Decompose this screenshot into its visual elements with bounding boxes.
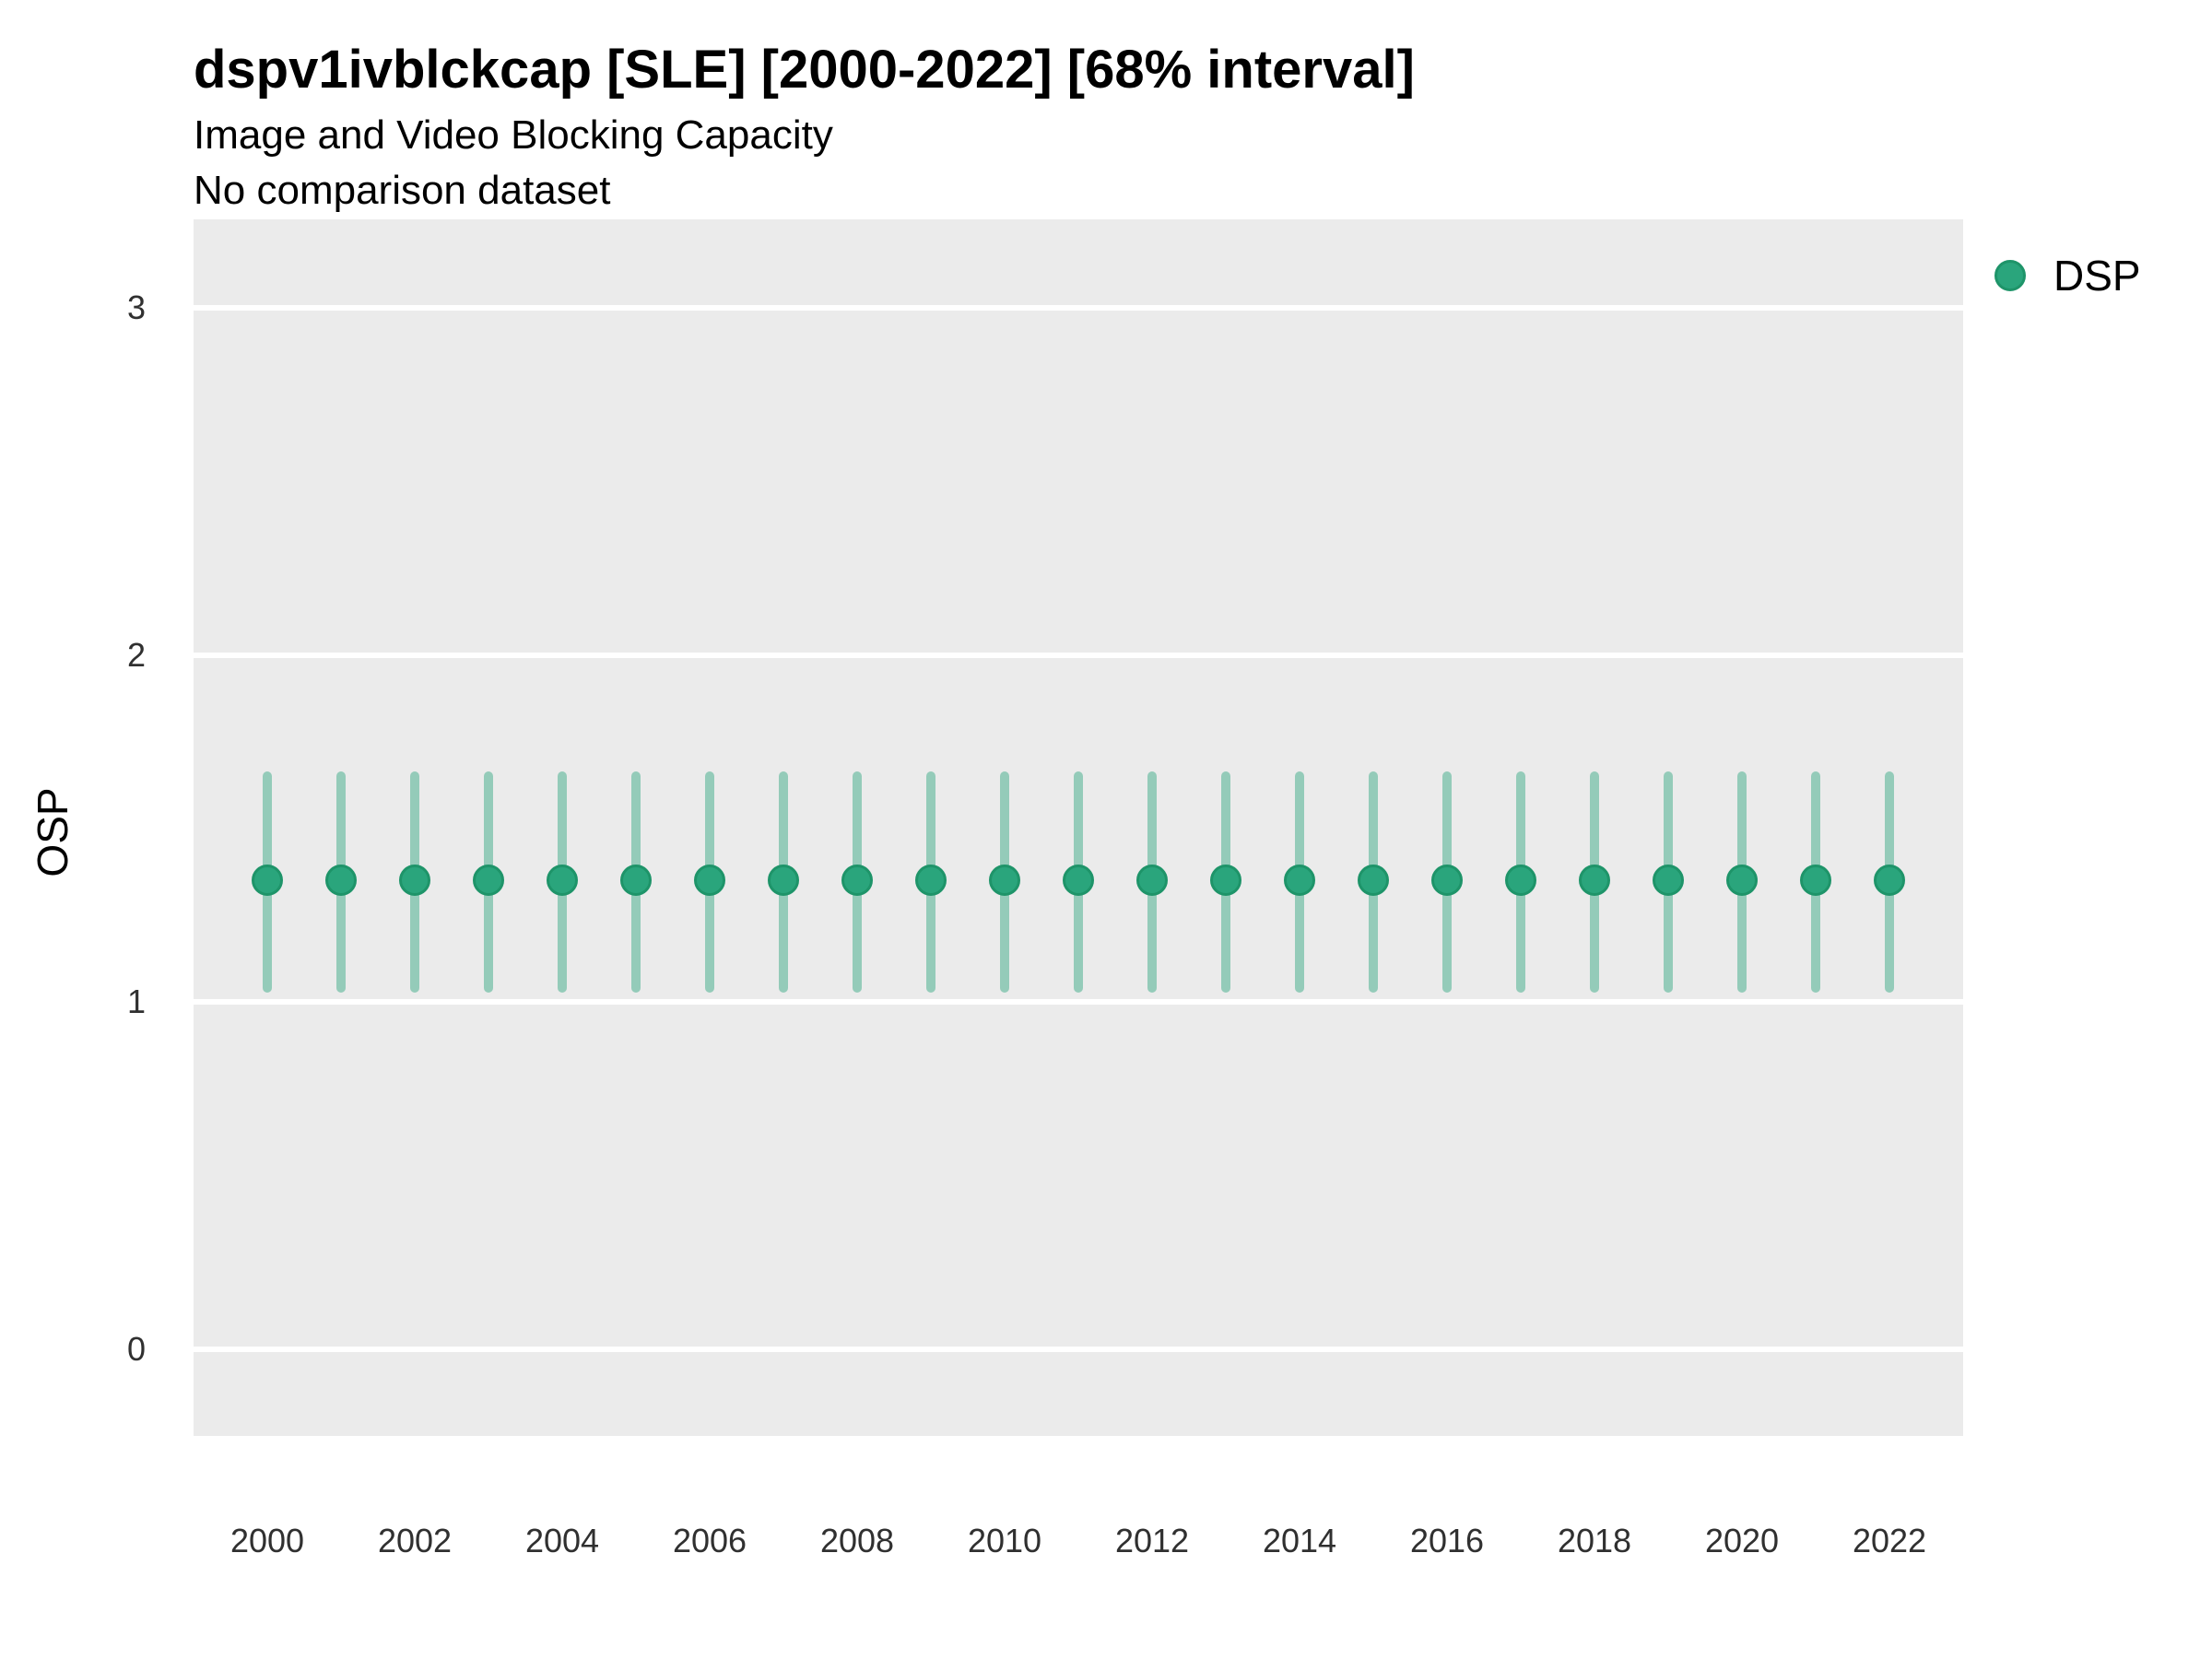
data-point [1358,865,1389,897]
data-point [841,865,873,897]
x-tick-label: 2012 [1114,1522,1190,1559]
x-tick-label: 2004 [524,1522,600,1559]
x-tick-label: 2006 [672,1522,747,1559]
x-tick-label: 2014 [1262,1522,1337,1559]
data-point [1653,865,1684,897]
x-tick-label: 2018 [1557,1522,1632,1559]
y-axis-title: OSP [29,787,76,877]
comparison-note: No comparison dataset [194,168,611,213]
data-point [1284,865,1315,897]
data-point [1874,865,1905,897]
chart-subtitle: Image and Video Blocking Capacity [194,112,833,158]
x-tick-label: 2010 [967,1522,1042,1559]
x-tick-label: 2020 [1704,1522,1780,1559]
data-point [547,865,578,897]
data-point [325,865,357,897]
data-point [1063,865,1094,897]
y-tick-label: 0 [126,1329,146,1368]
x-tick-label: 2022 [1852,1522,1927,1559]
data-point [1579,865,1610,897]
data-point [915,865,947,897]
data-point [252,865,283,897]
y-tick-label: 2 [126,635,146,674]
gridline-y1 [194,999,1963,1006]
page-title: dspv1ivblckcap [SLE] [2000-2022] [68% in… [194,40,1415,100]
gridline-y3 [194,305,1963,312]
x-tick-label: 2002 [377,1522,453,1559]
data-point [989,865,1020,897]
gridline-y0 [194,1346,1963,1352]
data-point [694,865,725,897]
data-point [1431,865,1463,897]
data-point [768,865,799,897]
data-point [473,865,504,897]
x-tick-label: 2000 [229,1522,305,1559]
y-tick-label: 3 [126,288,146,327]
x-tick-label: 2016 [1409,1522,1485,1559]
data-point [1505,865,1536,897]
legend-label-dsp: DSP [2053,252,2141,300]
data-point [1800,865,1831,897]
data-point [1210,865,1241,897]
y-tick-label: 1 [126,982,146,1021]
gridline-y2 [194,652,1963,658]
data-point [1726,865,1758,897]
x-tick-label: 2008 [819,1522,895,1559]
data-point [620,865,652,897]
legend-marker-dsp-icon [1994,260,2026,291]
plot-panel [194,219,1963,1436]
data-point [399,865,430,897]
data-point [1136,865,1168,897]
